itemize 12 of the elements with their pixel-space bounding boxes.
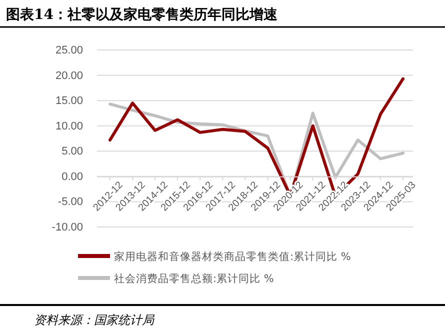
legend-label: 家用电器和音像器材类商品零售类值:累计同比 % <box>114 250 351 263</box>
y-tick-label: 15.00 <box>55 95 83 108</box>
y-tick-label: 20.00 <box>55 70 83 82</box>
legend-label: 社会消费品零售总额:累计同比 % <box>114 272 274 285</box>
y-tick-label: 10.00 <box>55 120 83 132</box>
y-tick-label: 25.00 <box>55 44 83 57</box>
y-tick-label: 5.00 <box>62 146 83 158</box>
chart-title: 图表14：社零以及家电零售类历年同比增速 <box>6 6 278 23</box>
y-tick-label: -5.00 <box>58 196 83 208</box>
y-tick-label: 0.00 <box>62 170 83 183</box>
y-tick-label: -10.00 <box>52 222 83 234</box>
text: 资料来源：国家统计局 <box>34 313 155 327</box>
